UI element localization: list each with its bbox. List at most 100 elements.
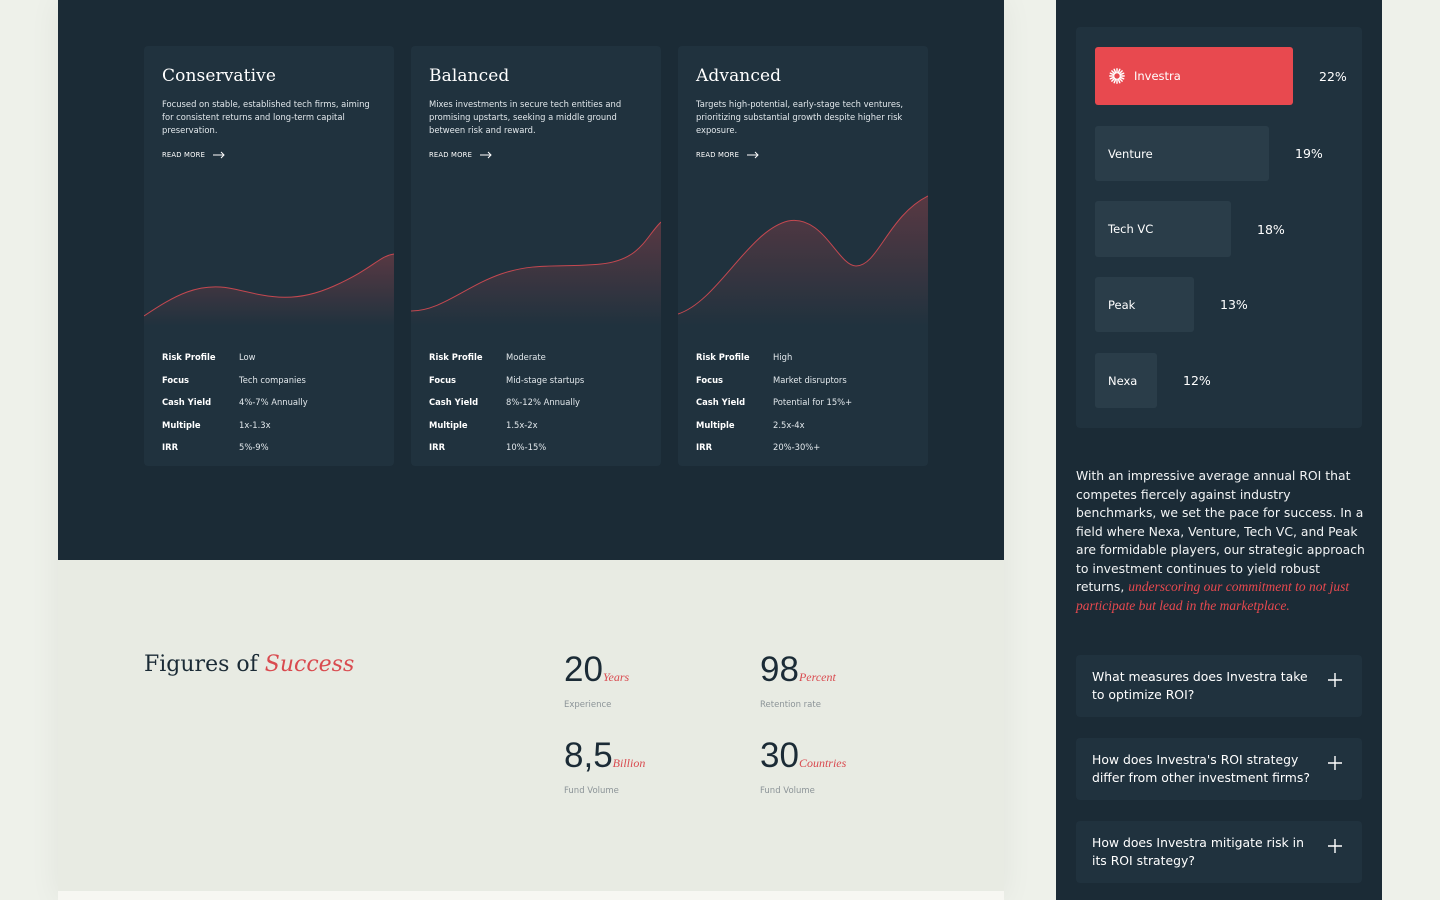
card-title: Balanced — [429, 66, 510, 86]
read-more-label: READ MORE — [429, 151, 473, 159]
figure-unit: Countries — [798, 756, 847, 770]
figure-stat: 98Percent Retention rate — [760, 650, 836, 710]
card-description: Focused on stable, established tech firm… — [162, 99, 370, 135]
metric-row: Risk Profile High — [696, 346, 852, 369]
faq-item[interactable]: How does Investra's ROI strategy differ … — [1076, 738, 1362, 800]
growth-chart-advanced — [678, 195, 928, 326]
plus-icon[interactable] — [1328, 673, 1342, 687]
metric-value: Market disruptors — [773, 374, 847, 385]
metric-label: Focus — [696, 374, 724, 385]
roi-bar: Nexa — [1095, 353, 1157, 408]
metric-label: IRR — [162, 442, 179, 453]
roi-bar-row: Nexa 12% — [1095, 353, 1211, 408]
metric-row: IRR 10%-15% — [429, 436, 584, 459]
card-description: Targets high-potential, early-stage tech… — [696, 99, 904, 135]
metric-row: Multiple 2.5x-4x — [696, 414, 852, 437]
metric-value: 4%-7% Annually — [239, 397, 308, 408]
roi-bar-row: Investra 22% — [1095, 47, 1347, 105]
figure-number: 8,5 — [564, 736, 613, 775]
metrics-table: Risk Profile Low Focus Tech companies Cash… — [162, 346, 308, 459]
investra-logo-icon — [1109, 68, 1125, 84]
read-more-label: READ MORE — [162, 151, 206, 159]
growth-chart-conservative — [144, 253, 394, 326]
strategy-card-conservative: Conservative Focused on stable, establis… — [144, 46, 394, 466]
read-more-label: READ MORE — [696, 151, 740, 159]
roi-panel: Investra 22% Venture 19% Tech VC 18% Pea… — [1056, 0, 1382, 900]
strategy-card-balanced: Balanced Mixes investments in secure tec… — [411, 46, 661, 466]
metrics-table: Risk Profile High Focus Market disruptors … — [696, 346, 852, 459]
figure-caption: Fund Volume — [760, 786, 815, 796]
metric-label: Cash Yield — [162, 397, 212, 408]
roi-bar-percent: 22% — [1319, 68, 1347, 84]
faq-item[interactable]: What measures does Investra take to opti… — [1076, 655, 1362, 717]
roi-bar: Venture — [1095, 126, 1269, 181]
card-title: Conservative — [162, 66, 276, 86]
roi-bar-label: Investra — [1134, 69, 1181, 83]
roi-bar-row: Peak 13% — [1095, 277, 1248, 332]
roi-bar-percent: 12% — [1183, 373, 1211, 388]
plus-icon[interactable] — [1328, 839, 1342, 853]
metric-row: Multiple 1x-1.3x — [162, 414, 308, 437]
metric-value: Mid-stage startups — [506, 374, 585, 385]
figure-number: 20 — [564, 650, 603, 689]
growth-chart-balanced — [411, 221, 661, 326]
metric-value: 10%-15% — [506, 442, 547, 453]
figure-caption: Retention rate — [760, 700, 821, 710]
figure-stat: 8,5Billion Fund Volume — [564, 736, 645, 796]
figure-number: 98 — [760, 650, 799, 689]
card-title: Advanced — [696, 66, 782, 86]
metric-value: Tech companies — [239, 374, 306, 385]
metric-row: IRR 5%-9% — [162, 436, 308, 459]
roi-bar-row: Venture 19% — [1095, 126, 1323, 181]
strategy-card-advanced: Advanced Targets high-potential, early-s… — [678, 46, 928, 466]
roi-bar-label: Venture — [1108, 146, 1153, 161]
metric-label: Focus — [429, 374, 457, 385]
metric-label: Cash Yield — [429, 397, 479, 408]
arrow-right-icon — [480, 151, 492, 159]
roi-bar: Tech VC — [1095, 201, 1231, 257]
metric-row: Cash Yield Potential for 15%+ — [696, 391, 852, 414]
metric-label: Risk Profile — [162, 352, 216, 363]
main-panel: Conservative Focused on stable, establis… — [58, 0, 1004, 900]
roi-bar: Peak — [1095, 277, 1194, 332]
figure-caption: Experience — [564, 700, 612, 710]
metric-row: Risk Profile Low — [162, 346, 308, 369]
card-description: Mixes investments in secure tech entitie… — [429, 99, 622, 135]
metric-value: 1x-1.3x — [239, 419, 271, 430]
metric-label: Cash Yield — [696, 397, 746, 408]
metric-label: IRR — [696, 442, 713, 453]
figure-unit: Percent — [798, 670, 836, 684]
figure-caption: Fund Volume — [564, 786, 619, 796]
metric-value: Potential for 15%+ — [773, 397, 853, 408]
metric-value: 8%-12% Annually — [506, 397, 580, 408]
figure-unit: Years — [602, 670, 630, 684]
faq-item[interactable]: How does Investra mitigate risk in its R… — [1076, 821, 1362, 883]
plus-icon[interactable] — [1328, 756, 1342, 770]
metrics-table: Risk Profile Moderate Focus Mid-stage star… — [429, 346, 584, 459]
roi-bar-percent: 19% — [1295, 146, 1323, 161]
metric-row: Multiple 1.5x-2x — [429, 414, 584, 437]
roi-bar-label: Peak — [1108, 297, 1136, 312]
faq-question: How does Investra's ROI strategy differ … — [1092, 752, 1310, 785]
roi-bar-chart: Investra 22% Venture 19% Tech VC 18% Pea… — [1076, 27, 1362, 428]
read-more-link[interactable]: READ MORE — [696, 151, 759, 159]
strategies-section: Conservative Focused on stable, establis… — [58, 0, 1004, 560]
metric-value: 1.5x-2x — [506, 419, 538, 430]
read-more-link[interactable]: READ MORE — [162, 151, 225, 159]
strategy-cards: Conservative Focused on stable, establis… — [144, 46, 928, 466]
metric-label: Multiple — [429, 419, 468, 430]
metric-row: Cash Yield 8%-12% Annually — [429, 391, 584, 414]
metric-label: Focus — [162, 374, 190, 385]
roi-bar-percent: 18% — [1257, 221, 1285, 237]
read-more-link[interactable]: READ MORE — [429, 151, 492, 159]
next-section-edge — [58, 891, 1004, 900]
metric-label: Risk Profile — [696, 352, 750, 363]
metric-label: Multiple — [162, 419, 201, 430]
faq-question: How does Investra mitigate risk in its R… — [1092, 835, 1304, 868]
roi-bar-label: Tech VC — [1108, 222, 1154, 236]
metric-row: Cash Yield 4%-7% Annually — [162, 391, 308, 414]
figure-number: 30 — [760, 736, 799, 775]
roi-description-accent: underscoring our commitment to not just … — [1076, 579, 1350, 613]
metric-value: 20%-30%+ — [773, 442, 821, 453]
figures-heading: Figures of Success — [144, 652, 354, 677]
